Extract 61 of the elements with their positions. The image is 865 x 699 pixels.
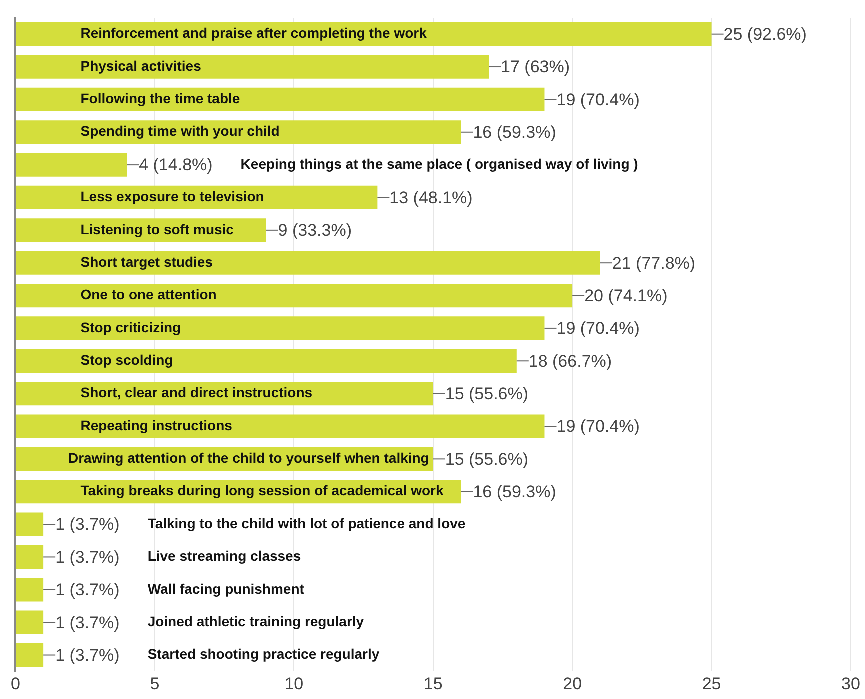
x-tick-label: 5 [150,674,160,694]
y-tick-label: Drawing attention of the child to yourself when talking [68,450,430,466]
data-label: 16 (59.3%) [473,123,556,142]
bar [16,120,462,144]
bar [16,55,490,79]
y-tick-label: Joined athletic training regularly [148,613,364,630]
data-label: 1 (3.7%) [56,515,120,534]
y-tick-label: Listening to soft music [80,221,234,238]
bar [16,251,600,275]
y-tick-label: One to one attention [80,286,217,303]
data-label: 21 (77.8%) [612,254,696,273]
y-tick-label: Keeping things at the same place ( organised way of living ) [240,156,638,172]
y-tick-label: Following the time table [80,90,240,107]
bar [16,512,44,536]
data-label: 25 (92.6%) [724,25,807,44]
data-label: 19 (70.4%) [556,417,640,436]
data-label: 1 (3.7%) [56,646,120,665]
bar [16,578,44,602]
data-label: 16 (59.3%) [473,482,556,502]
y-tick-label: Talking to the child with lot of patience and love [148,515,466,532]
y-tick-label: Live streaming classes [148,548,302,564]
bar [16,643,44,668]
bar [16,284,573,308]
y-tick-label: Physical activities [80,58,202,74]
y-tick-label: Stop scolding [80,352,174,368]
data-label: 1 (3.7%) [56,548,120,567]
data-label: 4 (14.8%) [139,156,213,175]
data-label: 1 (3.7%) [56,580,120,600]
y-tick-label: Reinforcement and praise after completing the work [80,25,428,42]
bar [16,153,128,177]
bar [16,316,545,340]
y-tick-label: Short target studies [80,254,214,270]
data-label: 20 (74.1%) [584,286,668,306]
y-tick-label: Short, clear and direct instructions [80,384,313,401]
y-tick-label: Spending time with your child [80,123,280,140]
data-label: 18 (66.7%) [528,352,612,371]
x-tick-label: 10 [284,674,304,694]
data-label: 1 (3.7%) [56,613,120,632]
y-tick-label: Less exposure to television [80,188,264,205]
bar [16,545,44,570]
x-tick-label: 0 [10,674,20,694]
y-tick-label: Repeating instructions [80,417,233,434]
data-label: 9 (33.3%) [278,221,352,240]
data-label: 15 (55.6%) [445,450,529,469]
data-label: 15 (55.6%) [445,384,529,404]
bar [16,88,545,112]
y-tick-label: Taking breaks during long session of academical work [80,482,444,499]
bar [16,414,545,438]
data-label: 13 (48.1%) [390,188,473,208]
x-tick-label: 15 [424,674,443,694]
data-label: 17 (63%) [501,58,570,77]
data-label: 19 (70.4%) [556,90,640,110]
y-tick-label: Started shooting practice regularly [148,646,380,662]
bar [16,349,517,373]
x-tick-label: 25 [702,674,722,694]
y-tick-label: Stop criticizing [80,319,182,336]
bar [16,610,44,634]
x-tick-label: 30 [842,674,860,694]
y-tick-label: Wall facing punishment [148,580,305,597]
x-tick-label: 20 [563,674,582,694]
data-label: 19 (70.4%) [556,319,640,338]
